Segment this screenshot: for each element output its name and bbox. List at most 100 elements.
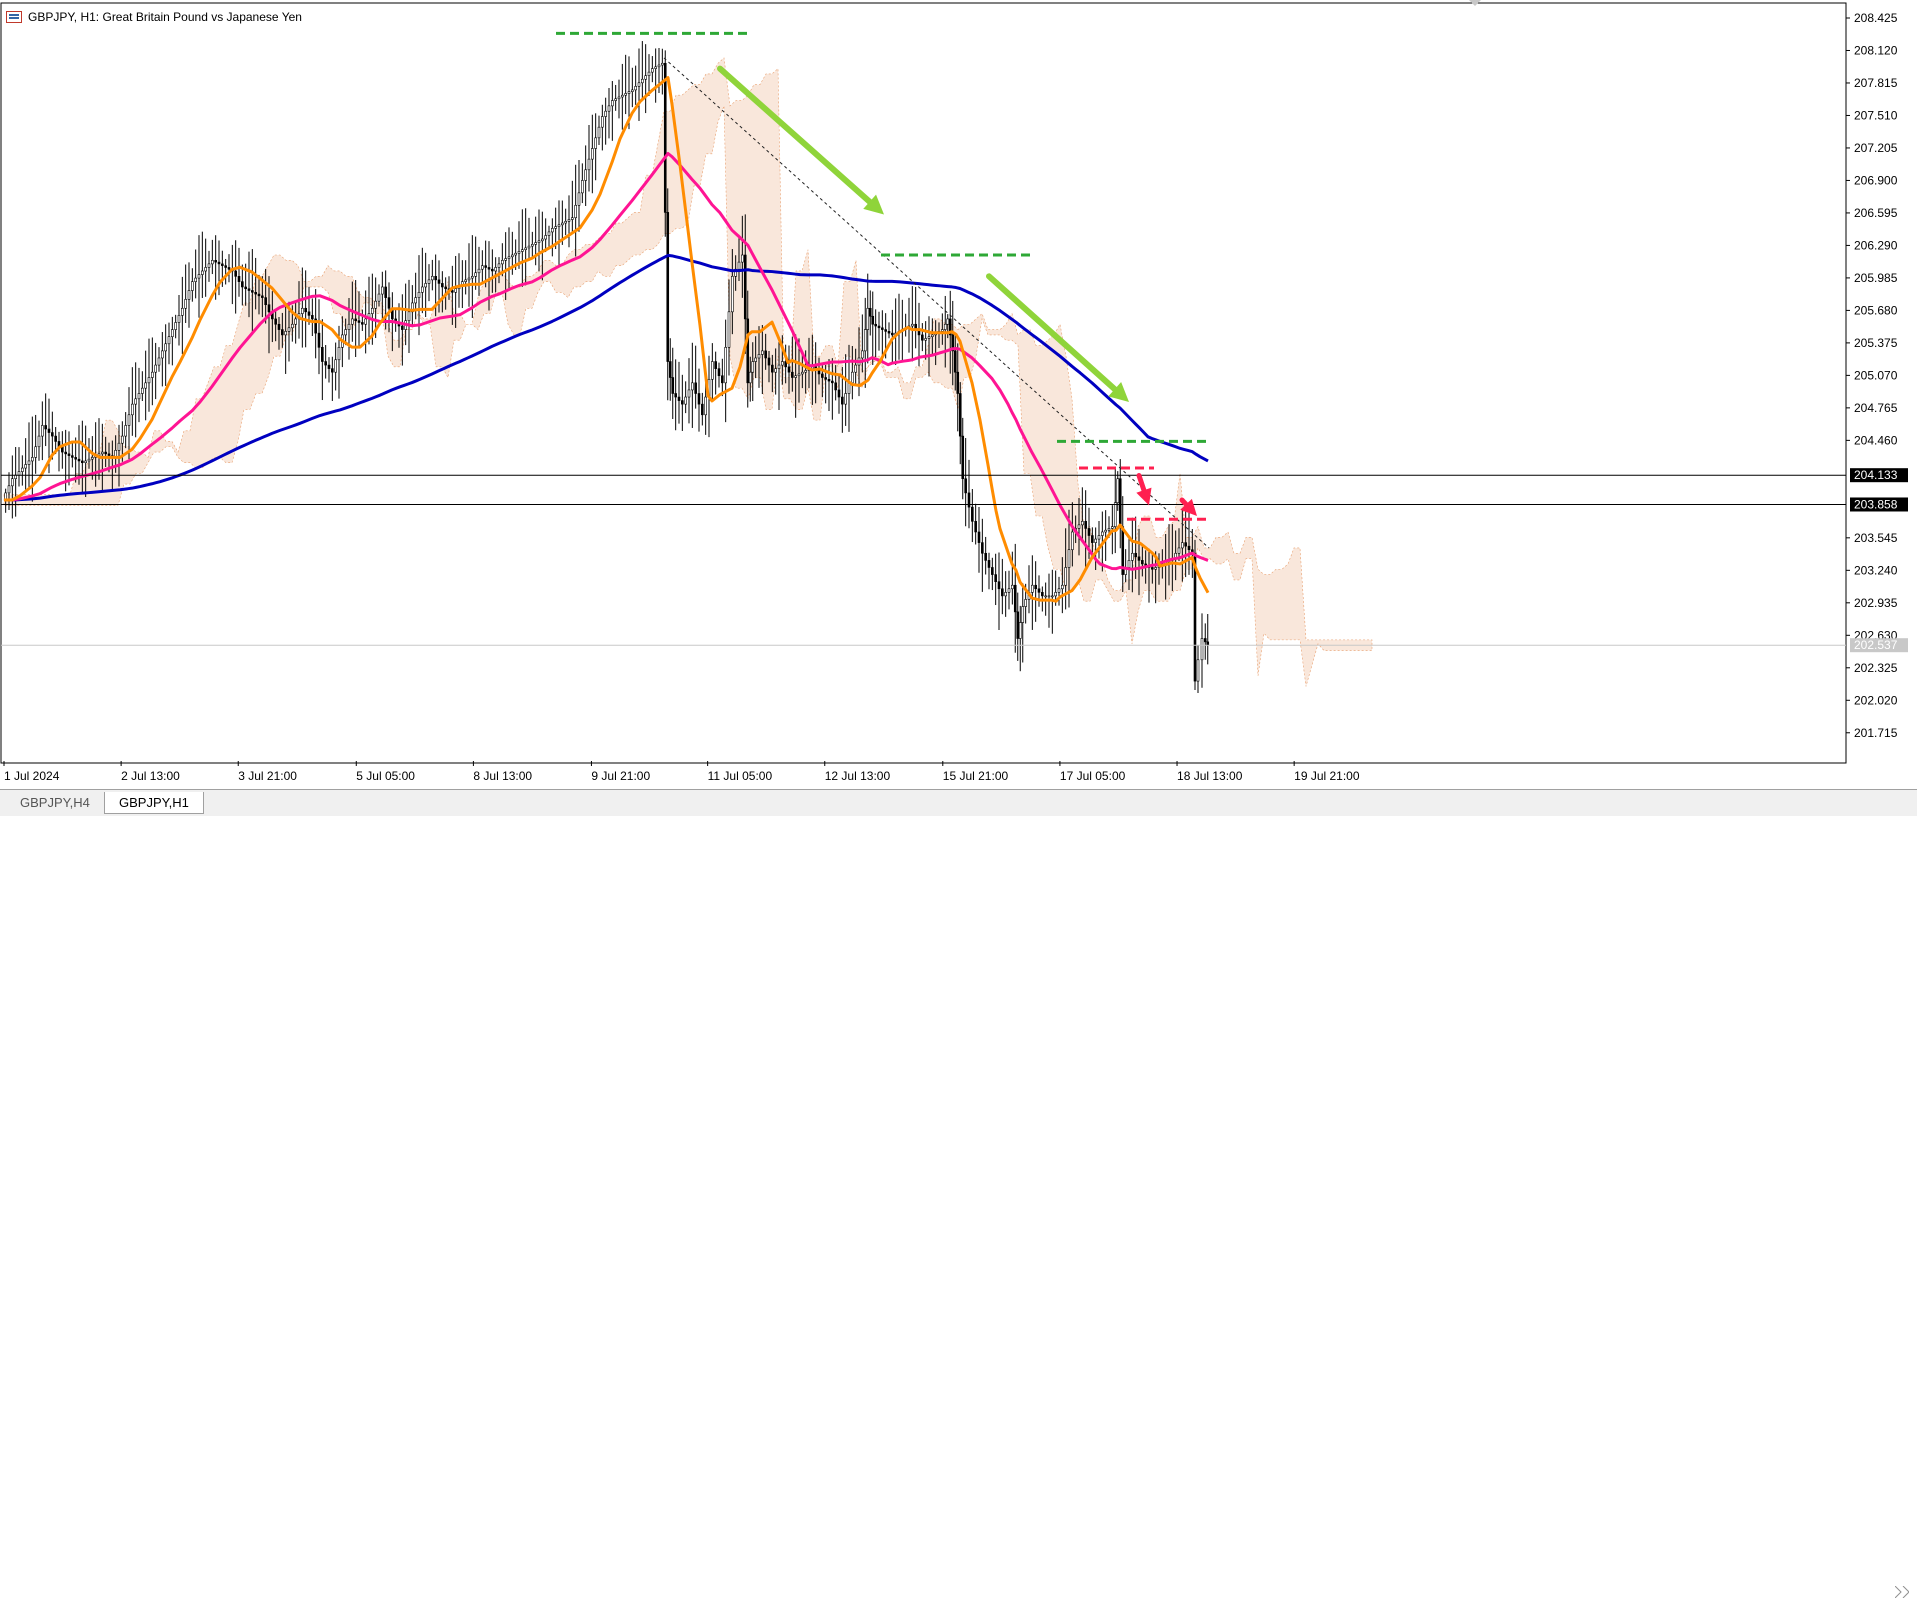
candle-body bbox=[731, 276, 734, 313]
y-tick-label: 202.020 bbox=[1854, 693, 1898, 707]
candle-body bbox=[1064, 567, 1067, 586]
candle-body bbox=[337, 347, 341, 361]
candle-body bbox=[958, 393, 962, 437]
candle-body bbox=[741, 254, 744, 263]
down-arrow-icon-head bbox=[863, 194, 884, 215]
candle-body bbox=[666, 212, 670, 362]
candle-body bbox=[571, 217, 574, 220]
candle-body bbox=[1101, 531, 1104, 536]
y-tick-label: 208.425 bbox=[1854, 11, 1898, 25]
candle-body bbox=[427, 279, 431, 284]
y-tick-label: 203.858 bbox=[1854, 497, 1898, 511]
candle-body bbox=[977, 531, 981, 543]
y-tick-label: 203.545 bbox=[1854, 531, 1898, 545]
y-tick-label: 206.900 bbox=[1854, 173, 1898, 187]
candle-body bbox=[181, 307, 184, 316]
candle-body bbox=[956, 371, 960, 394]
x-tick-label: 3 Jul 21:00 bbox=[238, 769, 297, 783]
candle-body bbox=[157, 357, 161, 366]
y-tick-label: 207.815 bbox=[1854, 76, 1898, 90]
candle-body bbox=[147, 377, 151, 384]
y-tick-label: 204.133 bbox=[1854, 468, 1898, 482]
candle-body bbox=[194, 277, 197, 282]
candle-body bbox=[261, 295, 264, 298]
trendline[interactable] bbox=[663, 57, 1210, 549]
candle-body bbox=[797, 373, 801, 377]
candle-body bbox=[967, 492, 971, 508]
candle-body bbox=[151, 371, 154, 378]
x-tick-label: 1 Jul 2024 bbox=[4, 769, 60, 783]
candle-body bbox=[1196, 659, 1200, 682]
candle-body bbox=[851, 371, 854, 384]
candle-body bbox=[1041, 592, 1044, 597]
candle-body bbox=[774, 368, 777, 373]
candle-body bbox=[844, 393, 847, 405]
candle-body bbox=[334, 359, 337, 373]
candle-body bbox=[671, 377, 675, 394]
chart-shift-marker-icon[interactable] bbox=[1469, 0, 1481, 6]
candle-body bbox=[1084, 521, 1087, 529]
candle-body bbox=[77, 458, 81, 462]
candle-body bbox=[748, 371, 752, 384]
candle-body bbox=[81, 460, 84, 464]
tab-gbpjpy-h1[interactable]: GBPJPY,H1 bbox=[104, 792, 204, 814]
candle-body bbox=[1094, 538, 1097, 543]
candle-body bbox=[771, 364, 774, 373]
candle-body bbox=[291, 323, 294, 329]
candle-body bbox=[1016, 611, 1020, 639]
resize-grip-icon[interactable] bbox=[1895, 1586, 1909, 1598]
candle-body bbox=[1047, 595, 1051, 598]
candle-body bbox=[1203, 638, 1207, 643]
price-chart[interactable]: 208.425 208.120 207.815 207.510 207.205 206.9… bbox=[0, 0, 1917, 789]
candle-body bbox=[91, 457, 94, 460]
candle-body bbox=[47, 428, 51, 433]
candle-body bbox=[1104, 529, 1107, 533]
candle-body bbox=[531, 244, 534, 247]
x-tick-label: 8 Jul 13:00 bbox=[473, 769, 532, 783]
candle-body bbox=[21, 467, 24, 472]
chart-title: GBPJPY, H1: Great Britain Pound vs Japan… bbox=[28, 10, 302, 24]
candle-body bbox=[214, 260, 217, 263]
candle-body bbox=[641, 78, 644, 84]
candle-body bbox=[1071, 531, 1074, 551]
candle-body bbox=[861, 350, 864, 359]
candle-body bbox=[964, 478, 967, 494]
candle-body bbox=[384, 286, 387, 298]
candle-body bbox=[281, 329, 284, 336]
candle-body bbox=[1004, 592, 1007, 597]
candle-body bbox=[554, 226, 557, 229]
candle-body bbox=[224, 265, 227, 268]
candle-body bbox=[1031, 584, 1034, 593]
candle-body bbox=[1111, 526, 1114, 529]
candle-body bbox=[727, 311, 731, 348]
candle-body bbox=[837, 389, 841, 398]
candle-body bbox=[1137, 556, 1141, 561]
candle-body bbox=[131, 403, 134, 416]
candle-body bbox=[1134, 552, 1137, 558]
candle-body bbox=[117, 442, 121, 451]
candle-body bbox=[121, 435, 124, 444]
candle-body bbox=[344, 329, 347, 336]
candle-body bbox=[961, 435, 965, 480]
candle-body bbox=[1067, 549, 1071, 568]
candle-body bbox=[1044, 595, 1047, 598]
candle-body bbox=[431, 276, 434, 281]
candle-body bbox=[174, 322, 177, 330]
candle-body bbox=[607, 105, 611, 112]
candle-body bbox=[221, 263, 224, 266]
candle-body bbox=[1177, 547, 1181, 554]
candle-body bbox=[484, 265, 487, 268]
chart-area[interactable]: 208.425 208.120 207.815 207.510 207.205 206.9… bbox=[0, 0, 1917, 815]
candle-body bbox=[1116, 478, 1120, 503]
tab-gbpjpy-h4[interactable]: GBPJPY,H4 bbox=[20, 795, 90, 810]
y-tick-label: 207.205 bbox=[1854, 141, 1898, 155]
candle-body bbox=[757, 354, 761, 359]
candle-body bbox=[424, 283, 427, 288]
candle-body bbox=[824, 377, 827, 380]
down-arrow-icon bbox=[1179, 497, 1189, 507]
candle-body bbox=[351, 318, 354, 325]
candle-body bbox=[1206, 641, 1210, 646]
candle-body bbox=[41, 425, 44, 437]
candle-body bbox=[1181, 542, 1184, 549]
candle-body bbox=[921, 334, 924, 341]
